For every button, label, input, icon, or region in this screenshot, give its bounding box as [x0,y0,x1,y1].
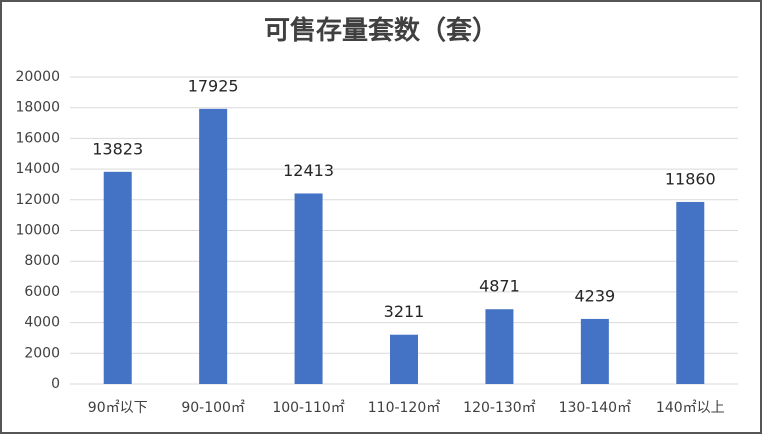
bar [485,309,514,384]
y-tick-label: 14000 [15,161,60,177]
bar [676,201,705,384]
y-tick-label: 4000 [24,315,60,331]
data-label: 3211 [384,302,425,321]
y-tick-label: 18000 [15,100,60,116]
data-label: 4871 [479,277,520,296]
y-tick-label: 12000 [15,192,60,208]
y-tick-label: 0 [51,376,60,392]
x-tick-label: 100-110㎡ [272,400,345,416]
chart-title: 可售存量套数（套） [264,15,498,45]
x-tick-label: 90㎡以下 [88,400,148,416]
bar [103,171,132,384]
data-label: 12413 [283,161,334,180]
x-tick-label: 110-120㎡ [368,400,441,416]
bar [390,334,418,384]
y-tick-label: 16000 [15,130,60,146]
data-label: 11860 [665,169,716,188]
bar [294,193,323,384]
y-tick-label: 20000 [15,69,60,85]
y-tick-label: 2000 [24,345,60,361]
data-label: 4239 [574,286,615,305]
bar [199,108,228,384]
y-tick-label: 10000 [15,223,60,239]
data-label: 13823 [92,139,143,158]
x-tick-label: 120-130㎡ [463,400,536,416]
y-tick-label: 6000 [24,284,60,300]
x-tick-label: 90-100㎡ [181,400,245,416]
x-tick-label: 140㎡以上 [656,400,725,416]
data-label: 17925 [188,76,239,95]
bar [580,318,609,384]
x-tick-label: 130-140㎡ [559,400,632,416]
y-tick-label: 8000 [24,253,60,269]
